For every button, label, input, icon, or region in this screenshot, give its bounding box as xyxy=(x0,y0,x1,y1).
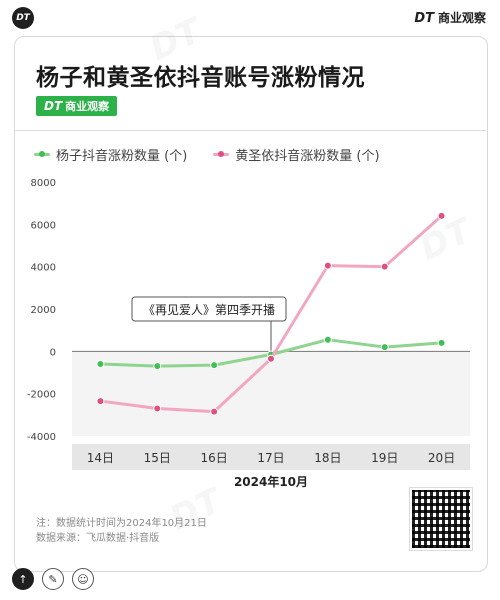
bottom-toolbar: ↑ ✎ ☺ xyxy=(12,568,94,590)
y-tick-label: 0 xyxy=(50,347,56,358)
chart-legend: 杨子抖音涨粉数量 (个) 黄圣依抖音涨粉数量 (个) xyxy=(34,145,380,164)
series-point-1 xyxy=(153,404,162,413)
page-title: 杨子和黄圣依抖音账号涨粉情况 xyxy=(36,65,365,91)
source-badge: DT 商业观察 xyxy=(36,96,118,116)
x-tick-label: 20日 xyxy=(428,451,455,465)
legend-label: 杨子抖音涨粉数量 (个) xyxy=(56,149,188,164)
series-point-0 xyxy=(153,362,162,371)
x-tick-label: 19日 xyxy=(371,451,398,465)
pencil-icon[interactable]: ✎ xyxy=(42,568,64,590)
brand-label: DT 商业观察 xyxy=(414,9,486,26)
series-point-1 xyxy=(437,211,446,220)
badge-dt: DT xyxy=(44,99,63,113)
note-line: 注：数据统计时间为2024年10月21日 xyxy=(36,518,207,529)
badge-name: 商业观察 xyxy=(65,100,110,113)
source-line: 数据来源：飞瓜数据·抖音版 xyxy=(36,533,160,544)
series-point-0 xyxy=(210,361,219,370)
annotation-box xyxy=(131,296,287,322)
y-tick-label: 8000 xyxy=(31,178,56,189)
y-tick-label: -2000 xyxy=(27,390,56,401)
brand-name: 商业观察 xyxy=(437,11,486,25)
y-tick-label: 6000 xyxy=(31,220,56,231)
series-point-0 xyxy=(437,338,446,347)
top-bar: DT DT 商业观察 xyxy=(0,0,500,32)
y-tick-label: 4000 xyxy=(31,263,56,274)
y-tick-label: -4000 xyxy=(27,432,56,443)
series-point-0 xyxy=(380,343,389,352)
series-point-0 xyxy=(96,360,105,369)
legend-item-huangshengyi: 黄圣依抖音涨粉数量 (个) xyxy=(213,145,380,164)
up-arrow-icon[interactable]: ↑ xyxy=(12,568,34,590)
annotation-label: 《再见爱人》第四季开播 xyxy=(143,303,275,317)
x-axis-label: 2024年10月 xyxy=(234,474,308,489)
x-tick-label: 17日 xyxy=(257,451,284,465)
legend-item-yangzi: 杨子抖音涨粉数量 (个) xyxy=(34,145,187,164)
legend-label: 黄圣依抖音涨粉数量 (个) xyxy=(235,149,380,164)
series-point-1 xyxy=(323,261,332,270)
series-point-1 xyxy=(96,397,105,406)
series-point-1 xyxy=(210,407,219,416)
brand-dt: DT xyxy=(414,11,434,26)
series-point-1 xyxy=(380,262,389,271)
series-point-1 xyxy=(267,354,275,363)
person-icon[interactable]: ☺ xyxy=(72,568,94,590)
divider xyxy=(14,130,486,131)
footnote: 注：数据统计时间为2024年10月21日 数据来源：飞瓜数据·抖音版 xyxy=(36,516,207,546)
x-tick-label: 18日 xyxy=(314,451,341,465)
x-tick-label: 14日 xyxy=(87,451,114,465)
qr-code xyxy=(409,487,473,551)
x-tick-label: 15日 xyxy=(144,451,171,465)
dt-logo-icon[interactable]: DT xyxy=(12,7,34,29)
x-axis-band xyxy=(72,444,470,470)
legend-swatch-green xyxy=(34,151,50,157)
y-tick-label: 2000 xyxy=(31,305,56,316)
series-point-0 xyxy=(323,335,332,344)
legend-swatch-pink xyxy=(213,151,230,157)
x-tick-label: 16日 xyxy=(201,451,228,465)
